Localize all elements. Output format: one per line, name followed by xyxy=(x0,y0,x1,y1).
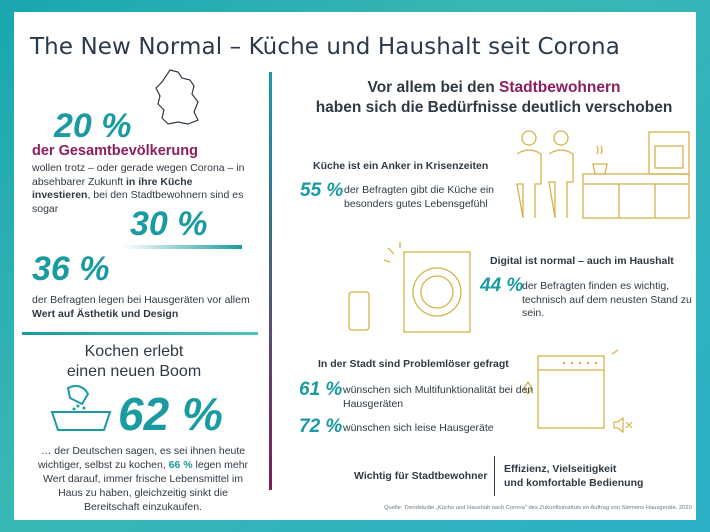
heading-part: Vor allem bei den xyxy=(367,79,500,96)
page-title: The New Normal – Küche und Haushalt seit… xyxy=(30,34,620,60)
source-note: Quelle: Trendstudie „Küche und Haushalt … xyxy=(384,505,692,511)
stat-aesthetik-text: der Befragten legen bei Hausgeräten vor … xyxy=(32,293,252,321)
stat-gesamtbevoelkerung-label: der Gesamtbevölkerung xyxy=(32,143,198,159)
heading-part: haben sich die Bedürfnisse deutlich vers… xyxy=(315,99,673,116)
digital-heading: Digital ist normal – auch im Haushalt xyxy=(490,255,674,267)
stadt-heading: In der Stadt sind Problemlöser gefragt xyxy=(318,358,509,370)
text-part-bold: in ihre Küche investieren xyxy=(32,175,193,202)
stat-digital-text: der Befragten finden es wichtig, technis… xyxy=(522,280,692,319)
washing-machine-icon xyxy=(383,242,471,333)
stat-multifunktional-value: 61 % xyxy=(299,379,343,400)
effizienz-line: und komfortable Bedienung xyxy=(504,477,644,489)
kueche-heading: Küche ist ein Anker in Krisenzeiten xyxy=(313,160,489,172)
text-part: der Befragten legen bei Hausgeräten vor … xyxy=(32,294,250,306)
stat-multifunktional-text: wünschen sich Multifunktionalität bei de… xyxy=(343,384,534,410)
mute-speaker-icon xyxy=(613,417,633,433)
text-part-bold: Wert auf Ästhetik und Design xyxy=(32,308,179,320)
effizienz-text: Effizienz, Vielseitigkeit und komfortabl… xyxy=(504,462,643,490)
stat-stadtbewohner-value: 30 % xyxy=(130,205,208,243)
heading-part-highlight: Stadtbewohnern xyxy=(499,79,621,96)
stat-digital-value: 44 % xyxy=(480,275,524,296)
text-part: legen mehr Wert darauf, immer frische Le… xyxy=(43,459,249,513)
stat-investieren-text: wollen trotz – oder gerade wegen Corona … xyxy=(32,162,252,216)
kochen-line: einen neuen Boom xyxy=(66,363,202,380)
couple-in-kitchen-icon xyxy=(516,130,690,219)
kochen-line: Kochen erlebt xyxy=(84,343,184,360)
stat-kochen-value: 62 % xyxy=(118,388,223,440)
text-part-bold: 66 % xyxy=(168,459,193,471)
text-part: wollen trotz – oder gerade wegen Corona … xyxy=(32,162,245,188)
text-part: , bei den Stadtbewohnern sind es sogar xyxy=(32,189,244,215)
smartphone-icon xyxy=(348,291,370,331)
stat-kochen-text: … der Deutschen sagen, es sei ihnen heut… xyxy=(36,444,250,514)
right-heading: Vor allem bei den Stadtbewohnern haben s… xyxy=(304,78,684,118)
stat-leise-text: wünschen sich leise Hausgeräte xyxy=(343,422,494,434)
kochen-heading: Kochen erlebt einen neuen Boom xyxy=(34,342,234,382)
germany-map-icon xyxy=(155,69,199,125)
effizienz-line: Effizienz, Vielseitigkeit xyxy=(504,463,617,475)
wichtig-label: Wichtig für Stadtbewohner xyxy=(354,470,488,482)
dishwasher-icon xyxy=(523,349,619,429)
wichtig-divider xyxy=(494,456,495,496)
infographic-card: The New Normal – Küche und Haushalt seit… xyxy=(14,12,696,520)
stat-gesamtbevoelkerung-value: 20 % xyxy=(54,107,132,145)
divider-bar xyxy=(122,245,242,249)
stat-aesthetik-value: 36 % xyxy=(32,250,110,288)
text-part: … der Deutschen sagen, es sei ihnen heut… xyxy=(37,445,246,471)
column-divider xyxy=(269,72,272,490)
cooking-pan-icon xyxy=(50,385,112,431)
stat-kueche-text: der Befragten gibt die Küche ein besonde… xyxy=(344,184,495,210)
stat-kueche-value: 55 % xyxy=(300,180,344,201)
stat-leise-value: 72 % xyxy=(299,416,343,437)
divider-bar xyxy=(22,332,258,335)
